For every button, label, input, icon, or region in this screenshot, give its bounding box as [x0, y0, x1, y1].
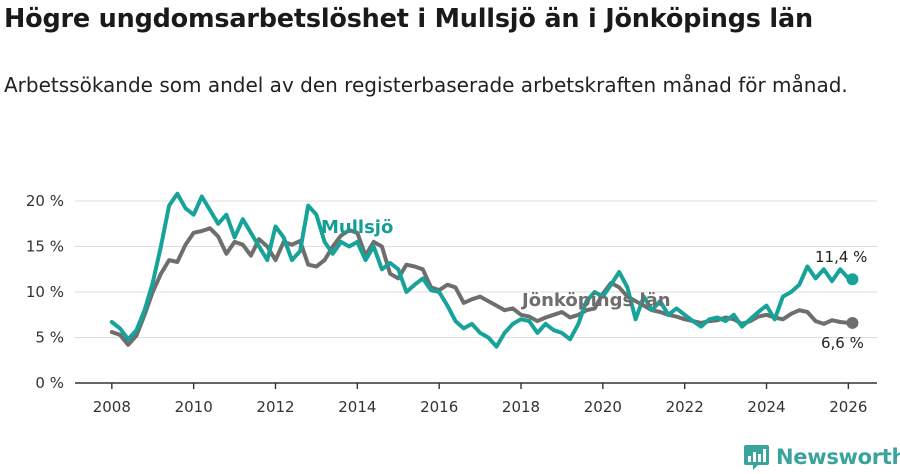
chart-title: Högre ungdomsarbetslöshet i Mullsjö än i… [4, 4, 813, 34]
series-line-jonkoping [109, 226, 855, 347]
series-line-mullsjo [109, 191, 855, 349]
x-tick-label: 2018 [502, 398, 540, 416]
x-ticks [111, 383, 850, 389]
end-marker-mullsjo [846, 273, 859, 286]
y-tick-label: 20 % [26, 192, 64, 210]
newsworthy-logo-icon [744, 444, 769, 470]
chart-subtitle: Arbetssökande som andel av den registerb… [4, 73, 848, 97]
series-label-mullsjo: Mullsjö [321, 217, 393, 238]
x-tick-label: 2014 [338, 398, 376, 416]
end-markers [846, 273, 859, 329]
x-tick-label: 2026 [829, 398, 867, 416]
y-tick-label: 5 % [35, 329, 64, 347]
y-grid [75, 200, 877, 384]
y-tick-label: 10 % [26, 283, 64, 301]
end-label-jonkoping: 6,6 % [821, 334, 864, 352]
series-lines [109, 191, 855, 349]
end-label-mullsjo: 11,4 % [815, 248, 867, 266]
newsworthy-logo-text: Newsworthy [776, 445, 900, 469]
x-tick-label: 2024 [747, 398, 785, 416]
y-tick-labels: 0 % 5 % 10 % 15 % 20 % [26, 192, 64, 392]
x-tick-label: 2012 [256, 398, 294, 416]
x-tick-label: 2010 [175, 398, 213, 416]
x-tick-label: 2016 [420, 398, 458, 416]
x-tick-label: 2022 [666, 398, 704, 416]
x-tick-label: 2020 [584, 398, 622, 416]
x-tick-labels: 2008 2010 2012 2014 2016 2018 2020 2022 2024 2026 [93, 398, 868, 416]
y-tick-label: 15 % [26, 238, 64, 256]
y-tick-label: 0 % [35, 374, 64, 392]
series-label-jonkoping: Jönköpings län [520, 290, 671, 311]
newsworthy-logo: Newsworthy [744, 443, 900, 471]
x-tick-label: 2008 [93, 398, 131, 416]
end-marker-jonkoping [846, 316, 859, 329]
